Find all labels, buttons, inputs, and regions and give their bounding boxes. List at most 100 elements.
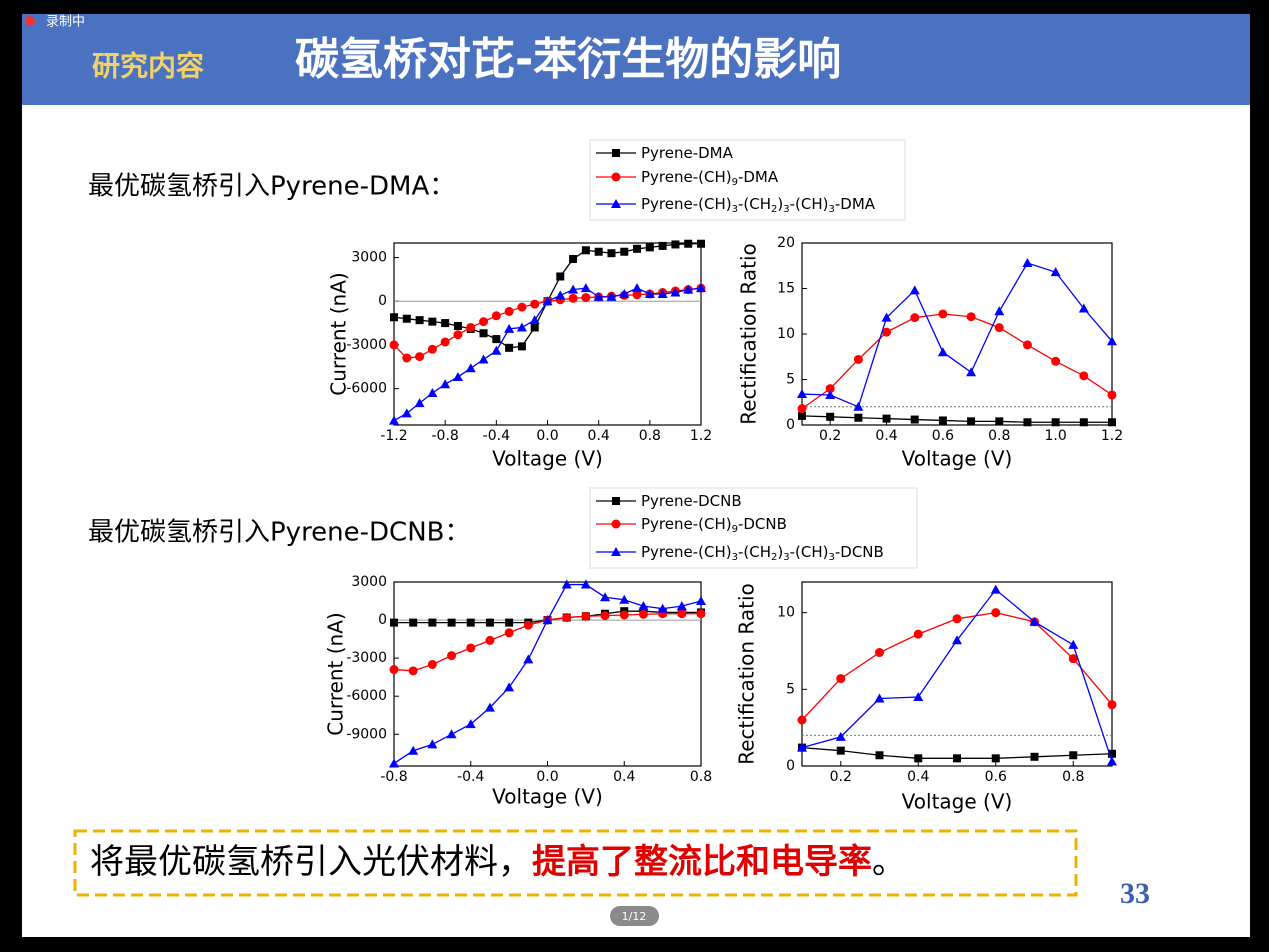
legend-text: Pyrene-DMA (641, 144, 734, 162)
marker (530, 323, 539, 332)
marker (505, 618, 514, 627)
x-tick-label: 0.0 (536, 428, 558, 444)
marker (853, 354, 863, 364)
marker (466, 643, 476, 653)
x-axis-label: Voltage (V) (492, 447, 603, 471)
x-tick-label: 0.4 (613, 769, 635, 785)
x-tick-label: 0.8 (988, 428, 1010, 444)
marker (619, 288, 630, 298)
legend-text: -(CH) (790, 195, 829, 213)
marker (466, 618, 475, 627)
marker (697, 239, 705, 248)
marker (453, 321, 462, 330)
marker (696, 283, 706, 293)
marker (447, 618, 456, 627)
marker (440, 337, 450, 347)
marker (1022, 258, 1033, 268)
marker (966, 312, 976, 322)
marker (644, 288, 655, 298)
page-pill[interactable] (610, 906, 659, 926)
marker (937, 347, 948, 357)
legend-label: Pyrene-DCNB (641, 492, 742, 510)
y-tick-label: 0 (378, 293, 387, 309)
marker (452, 371, 463, 381)
marker (542, 615, 553, 625)
y-tick-label: -3000 (346, 650, 387, 666)
legend-label: Pyrene-(CH)9-DCNB (641, 515, 787, 536)
y-tick-label: -6000 (346, 381, 387, 397)
y-tick-label: 5 (786, 372, 795, 388)
marker (611, 199, 621, 208)
marker (967, 417, 976, 426)
series-line (801, 262, 1113, 408)
marker (465, 363, 476, 373)
marker (657, 603, 668, 613)
marker (826, 412, 835, 421)
y-tick-label: 5 (786, 681, 795, 697)
header-band (22, 14, 1250, 105)
marker (853, 401, 864, 411)
marker (491, 311, 501, 321)
marker (994, 323, 1004, 333)
marker (995, 417, 1004, 426)
marker (882, 327, 892, 337)
marker (453, 330, 463, 340)
marker (1069, 751, 1078, 760)
legend-subscript: 3 (732, 552, 738, 563)
marker (676, 601, 687, 611)
marker (580, 579, 591, 589)
y-tick-label: 10 (777, 326, 795, 342)
legend-text: Pyrene-(CH) (641, 515, 732, 533)
marker (1079, 418, 1088, 427)
marker (638, 601, 649, 611)
marker (523, 654, 534, 664)
marker (1051, 418, 1060, 427)
y-tick-label: 0 (786, 758, 795, 774)
marker (1078, 303, 1089, 313)
marker (556, 272, 565, 281)
legend-subscript: 9 (732, 177, 738, 188)
marker (913, 692, 924, 701)
marker (561, 579, 572, 589)
marker (670, 287, 681, 297)
y-tick-label: 3000 (351, 250, 387, 266)
marker (530, 299, 540, 309)
marker (825, 384, 835, 394)
series-line (801, 415, 1112, 423)
marker (389, 340, 399, 350)
marker (568, 293, 578, 303)
legend-text: Pyrene-(CH) (641, 168, 732, 186)
marker (504, 323, 515, 333)
marker (611, 547, 621, 556)
marker (606, 291, 617, 301)
marker (1107, 390, 1117, 400)
marker (607, 249, 616, 258)
legend-subscript: 3 (783, 552, 789, 563)
record-dot (25, 16, 35, 26)
marker (619, 594, 630, 604)
x-tick-label: 1.2 (690, 428, 712, 444)
marker (836, 674, 846, 684)
legend-label: Pyrene-DMA (641, 144, 734, 162)
marker (991, 754, 1000, 763)
marker (390, 313, 398, 322)
legend-text: -(CH (738, 195, 771, 213)
y-axis-label: Current (nA) (324, 612, 348, 735)
legend-text: -DMA (835, 195, 876, 213)
chart: -1.2 -0.8 -0.4 0.0 0.4 0.8 1.2 -6000 -3000 0 3000 V… (327, 139, 906, 471)
marker (1068, 639, 1079, 649)
marker (611, 172, 621, 182)
marker (1030, 752, 1039, 761)
legend-text: ) (777, 543, 783, 561)
marker (1022, 340, 1032, 350)
legend-text: -(CH (738, 543, 771, 561)
marker (516, 322, 527, 332)
marker (1108, 418, 1116, 427)
marker (990, 584, 1001, 594)
marker (1107, 336, 1117, 346)
marker (389, 415, 399, 425)
marker (1068, 654, 1078, 664)
marker (696, 596, 706, 606)
plot-frame (801, 581, 1113, 767)
marker (835, 731, 846, 741)
